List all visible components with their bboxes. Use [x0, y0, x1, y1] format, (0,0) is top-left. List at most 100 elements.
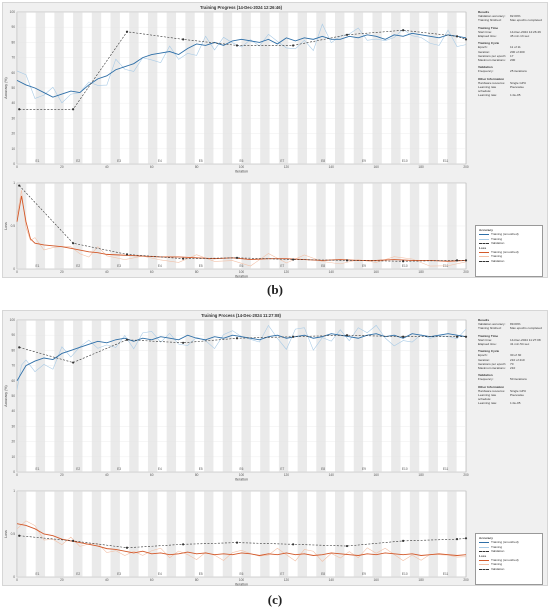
caption-c: (c): [267, 592, 283, 607]
accuracy-validation-point: [72, 108, 75, 111]
loss-x-tick-label: 140: [329, 270, 335, 274]
accuracy-x-tick-label: 120: [284, 165, 290, 169]
accuracy-epoch-label: E8: [321, 467, 325, 471]
side-info-row: Learning rate: 1.0e-05: [478, 93, 544, 97]
side-info-key: Validation accuracy:: [478, 322, 506, 327]
accuracy-validation-point: [18, 346, 21, 349]
training-progress-chart-b: Training Progress (14-Dec-2024 12:26:46)…: [4, 5, 469, 279]
loss-x-tick-label: 80: [195, 578, 199, 582]
accuracy-epoch-label: E11: [443, 159, 449, 163]
accuracy-x-axis-label: Iteration: [235, 478, 248, 482]
legend-label: Validation: [491, 566, 505, 571]
accuracy-x-tick-label: 0: [16, 165, 18, 169]
legend-label: Validation: [491, 549, 505, 554]
loss-x-tick-label: 100: [239, 578, 245, 582]
accuracy-y-tick-label: 30: [11, 116, 15, 120]
accuracy-epoch-label: E3: [117, 467, 121, 471]
accuracy-validation-point: [292, 335, 295, 338]
side-info-value: 41 min 54 sec: [510, 342, 530, 347]
side-info-value: Single GPU: [510, 388, 527, 393]
accuracy-epoch-label: E5: [199, 159, 203, 163]
legend-label: Validation: [491, 258, 505, 263]
side-info-value: 45 min 13 sec: [510, 34, 530, 39]
side-info-value: 210 of 210: [510, 357, 525, 362]
legend-entry: Training: [479, 237, 539, 241]
loss-training-smoothed-line: [16, 195, 467, 262]
side-info-row: Hardware resource: Single GPU: [478, 389, 544, 393]
loss-x-tick-label: 60: [150, 578, 154, 582]
loss-y-tick-label: 0.5: [11, 224, 16, 228]
side-info-row: Maximum iterations: 200: [478, 58, 544, 62]
loss-x-tick-label: 180: [418, 270, 424, 274]
legend-entry: Validation: [479, 259, 539, 263]
accuracy-x-tick-label: 180: [418, 165, 424, 169]
side-info-key: Validation accuracy:: [478, 14, 506, 19]
accuracy-y-tick-label: 20: [11, 132, 15, 136]
side-info-row: Learning rate: 1.0e-05: [478, 401, 544, 405]
accuracy-y-tick-label: 40: [11, 409, 15, 413]
accuracy-validation-point: [182, 38, 185, 41]
loss-y-tick-label: 1: [13, 489, 15, 493]
accuracy-y-tick-label: 50: [11, 86, 15, 90]
loss-x-tick-label: 100: [239, 270, 245, 274]
accuracy-validation-point: [402, 335, 405, 338]
side-info-value: 1.0e-05: [510, 93, 521, 98]
loss-x-tick-label: 200: [463, 270, 469, 274]
legend-title: Accuracy: [479, 228, 493, 232]
accuracy-y-tick-label: 0: [13, 162, 15, 166]
accuracy-epoch-label: E6: [240, 467, 244, 471]
side-info-value: Piecewise: [510, 85, 524, 90]
side-info-value: 14-Dec-2024 11:27:08: [510, 337, 541, 342]
accuracy-epoch-label: E7: [280, 159, 284, 163]
loss-epoch-label: E3: [117, 572, 121, 576]
side-section-heading: Results: [478, 318, 490, 322]
loss-x-tick-label: 160: [374, 270, 380, 274]
loss-validation-point: [182, 543, 185, 546]
accuracy-y-tick-label: 60: [11, 379, 15, 383]
accuracy-y-axis-label: Accuracy (%): [4, 77, 8, 98]
side-info-key: Iterations per epoch:: [478, 53, 507, 58]
legend-swatch: [479, 251, 489, 253]
loss-epoch-label: E2: [76, 264, 80, 268]
loss-validation-line: [19, 185, 466, 262]
side-info-key: Iteration:: [478, 357, 491, 362]
loss-epoch-label: E9: [362, 572, 366, 576]
accuracy-x-tick-label: 60: [150, 165, 154, 169]
side-info-row: Epoch: 30 of 30: [478, 353, 544, 357]
loss-training-raw-line: [16, 190, 467, 267]
loss-validation-point: [402, 539, 405, 542]
side-section-heading: Results: [478, 10, 490, 14]
side-info-row: Learning rate schedule: Piecewise: [478, 393, 544, 401]
side-info-value: 50 iterations: [510, 377, 527, 382]
legend-swatch: [479, 546, 489, 548]
accuracy-x-tick-label: 160: [374, 473, 380, 477]
loss-x-axis-label: Iteration: [235, 583, 248, 587]
loss-y-axis-label: Loss: [4, 222, 8, 230]
loss-epoch-label: E8: [321, 264, 325, 268]
accuracy-y-tick-label: 20: [11, 440, 15, 444]
loss-epoch-label: E3: [117, 264, 121, 268]
legend-title: Loss: [479, 553, 487, 558]
side-section-heading: Validation: [478, 373, 493, 378]
legend-entry: Training (smoothed): [479, 250, 539, 254]
side-info-key: Iteration:: [478, 49, 491, 54]
side-info-key: Training finished:: [478, 18, 502, 23]
loss-x-tick-label: 40: [105, 270, 109, 274]
loss-y-tick-label: 0.5: [11, 532, 16, 536]
legend-entry: Training (smoothed): [479, 540, 539, 544]
accuracy-y-tick-label: 90: [11, 25, 15, 29]
side-section-heading: Training Cycle: [478, 41, 500, 46]
accuracy-epoch-label: E4: [158, 159, 162, 163]
accuracy-x-tick-label: 40: [105, 473, 109, 477]
side-info-value: 17: [510, 53, 514, 58]
legend-swatch: [479, 564, 489, 566]
accuracy-epoch-label: E1: [35, 467, 39, 471]
accuracy-validation-point: [455, 35, 459, 38]
loss-x-tick-label: 180: [418, 578, 424, 582]
loss-y-tick-label: 0: [13, 267, 15, 271]
side-info-key: Start time:: [478, 337, 493, 342]
side-info-row: Elapsed time: 41 min 54 sec: [478, 342, 544, 346]
side-info-row: Start time: 14-Dec-2024 12:26:46: [478, 30, 544, 34]
accuracy-epoch-label: E7: [280, 467, 284, 471]
legend-entry: Validation: [479, 241, 539, 245]
